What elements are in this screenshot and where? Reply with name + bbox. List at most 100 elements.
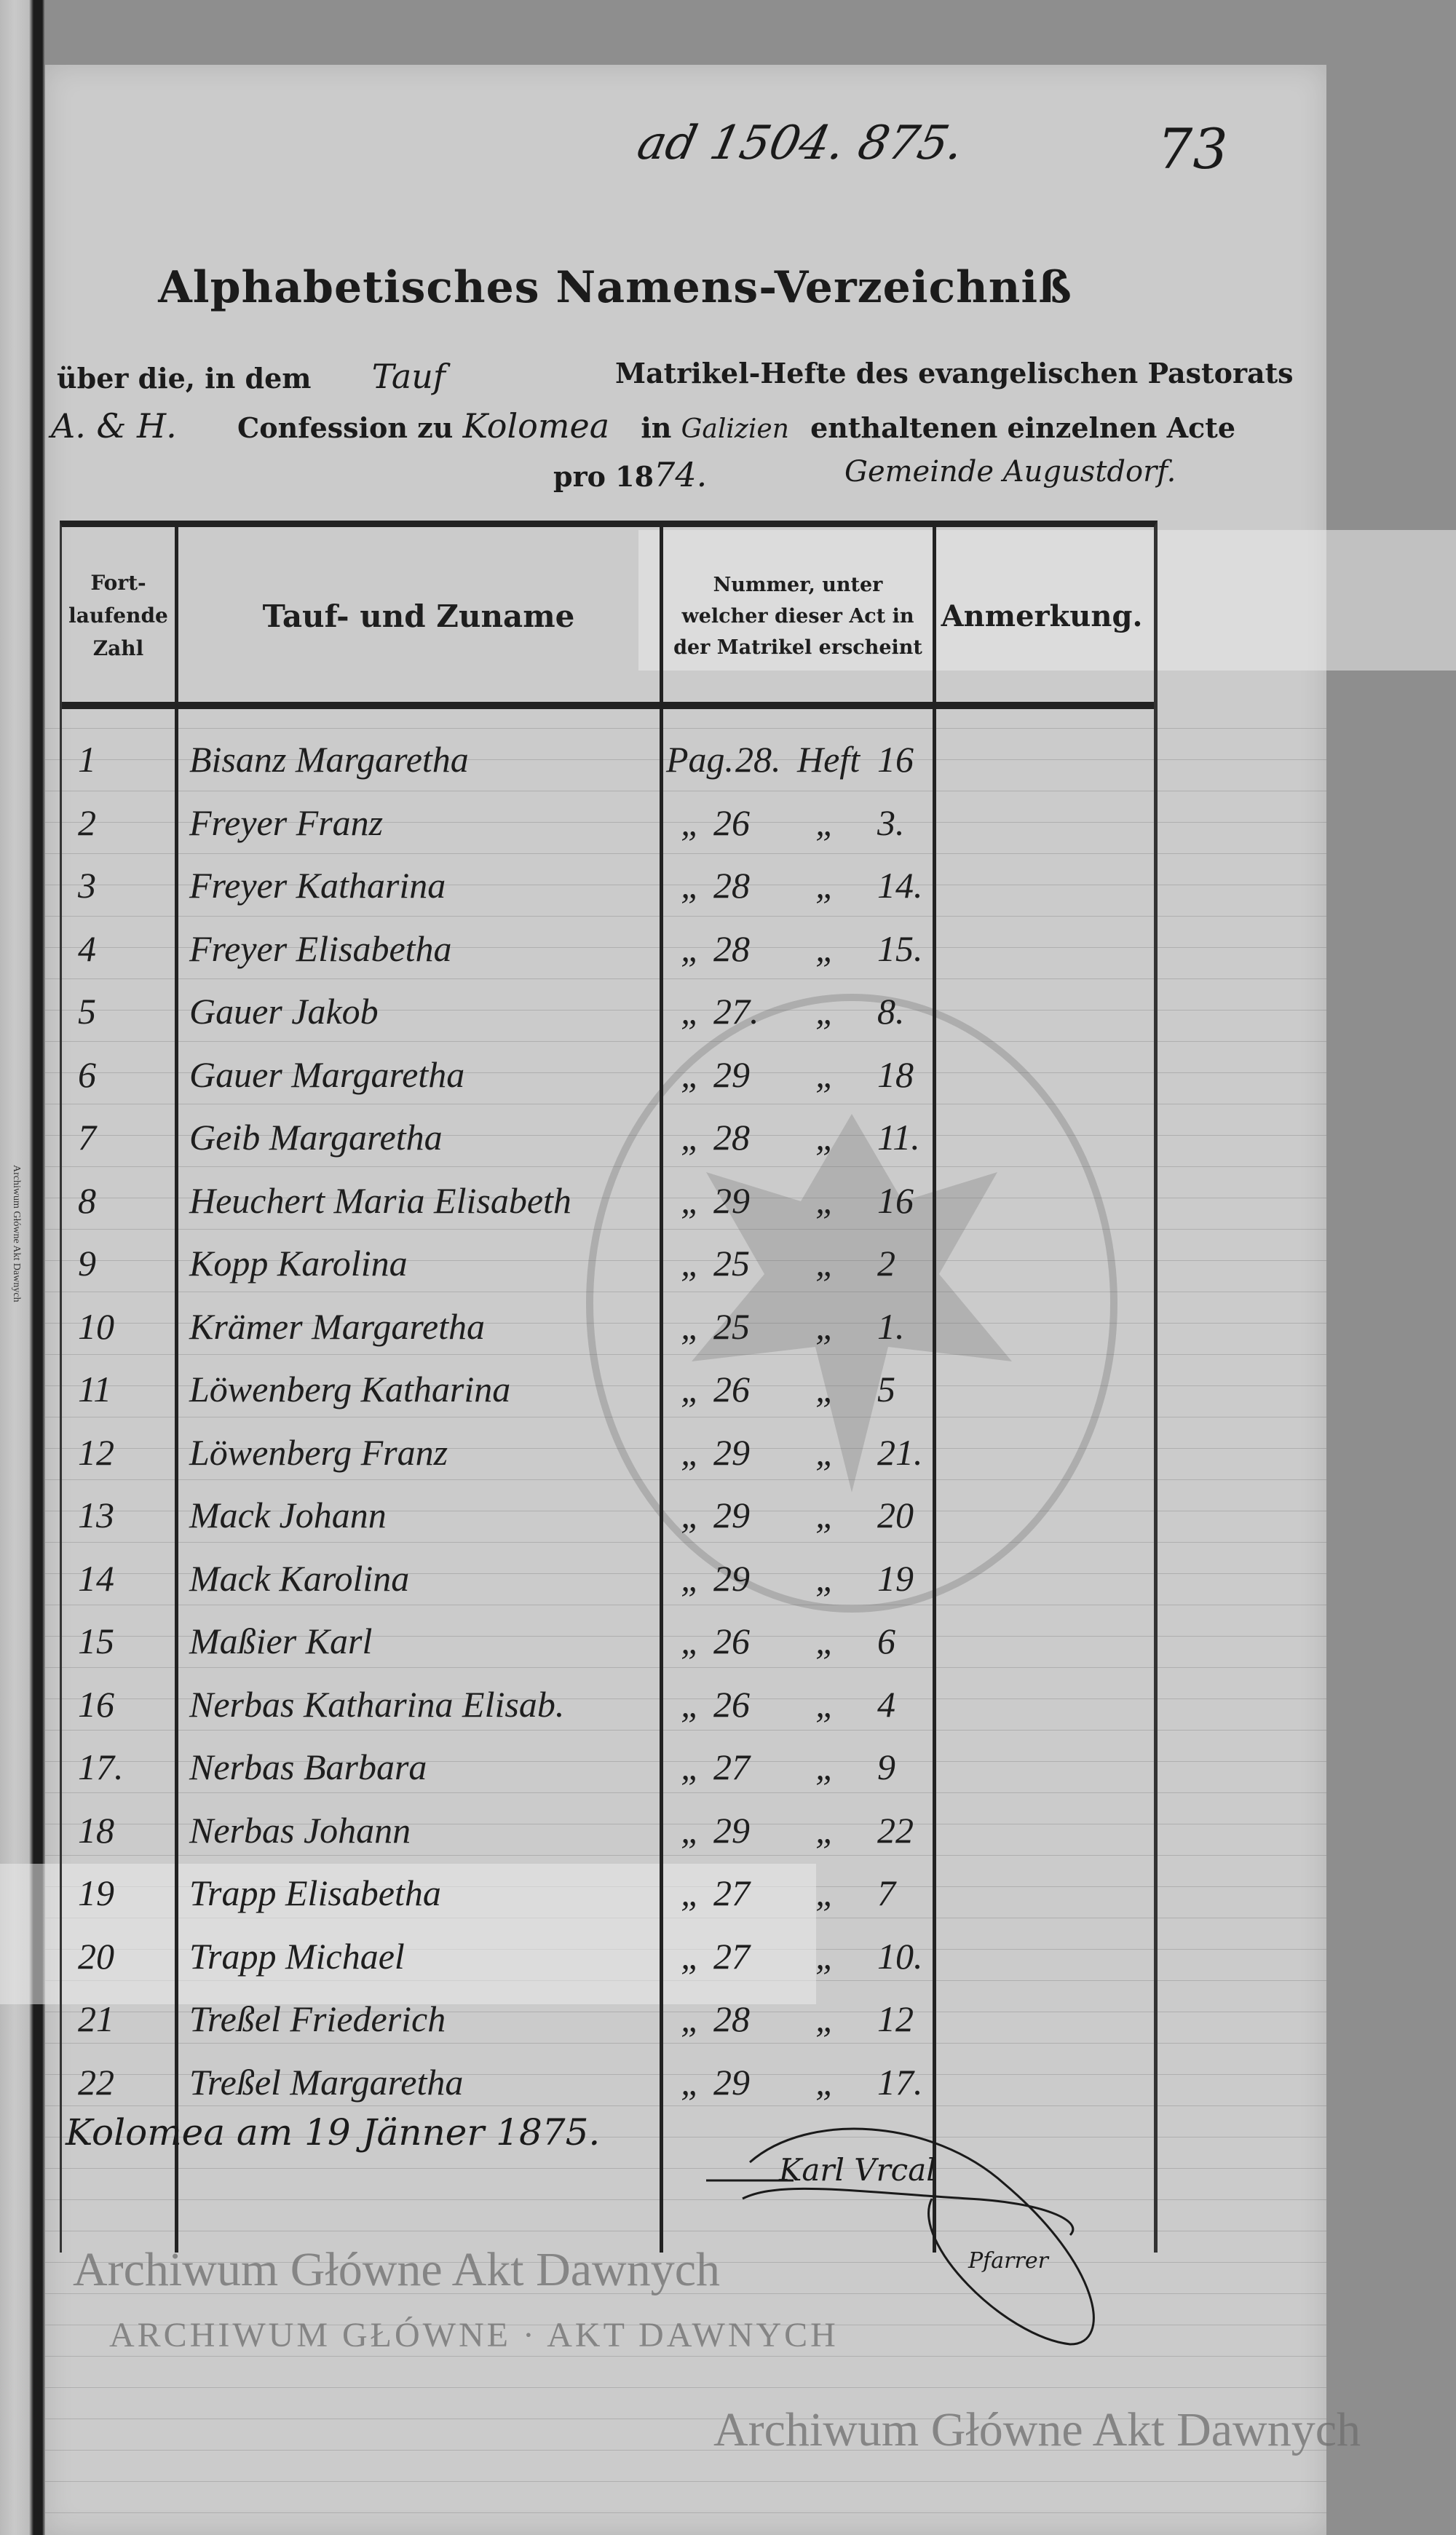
name-register-table: Fort- laufende Zahl Tauf- und Zuname Num…: [60, 521, 1158, 2253]
archive-reference: ad 1504. 875.: [633, 116, 969, 170]
ruled-line: [45, 2356, 1326, 2357]
row-number: 5: [78, 991, 96, 1032]
ditto-mark: „: [815, 991, 836, 1032]
ruled-line: [45, 1542, 1326, 1543]
ditto-mark: „: [815, 1809, 836, 1851]
ruled-line: [45, 1041, 1326, 1042]
ditto-mark: „: [681, 1431, 701, 1473]
ruled-line: [45, 728, 1326, 729]
ditto-mark: „: [681, 1809, 701, 1851]
row-name: Geib Margaretha: [189, 1117, 443, 1158]
column-divider: [175, 527, 178, 2253]
row-name: Nerbas Barbara: [189, 1747, 427, 1787]
ditto-mark: „: [681, 1369, 701, 1409]
watermark-band-top: [638, 530, 1456, 671]
ruled-line: [45, 1573, 1326, 1574]
row-entry: 20: [877, 1495, 914, 1535]
ditto-mark: „: [681, 1179, 701, 1221]
ditto-mark: „: [815, 1998, 836, 2039]
row-entry: 10.: [877, 1935, 923, 1977]
row-page: 29: [713, 1495, 750, 1535]
intro-text: über die, in dem: [57, 362, 312, 395]
handwritten-confession: A. & H.: [51, 406, 177, 446]
row-page: 29: [713, 2061, 750, 2103]
row-page: 28.: [735, 739, 781, 780]
ruled-line: [45, 853, 1326, 854]
row-name: Freyer Franz: [189, 802, 384, 843]
row-entry: 4: [877, 1683, 895, 1725]
row-page: 29: [713, 1557, 750, 1599]
ruled-line: [45, 2105, 1326, 2106]
row-number: 3: [78, 865, 96, 906]
row-name: Löwenberg Katharina: [189, 1369, 511, 1409]
ruled-line: [45, 947, 1326, 948]
ruled-line: [45, 2168, 1326, 2169]
row-number: 15: [78, 1621, 114, 1661]
svg-text:Karl Vrcal: Karl Vrcal: [778, 2152, 936, 2188]
ditto-mark: „: [681, 928, 701, 969]
ditto-mark: „: [681, 1747, 701, 1787]
intro-line-2: A. & H. Confession zu Kolomea in Galizie…: [51, 406, 1235, 446]
ditto-mark: „: [681, 802, 701, 843]
row-name: Gauer Margaretha: [189, 1053, 465, 1095]
seal-text: ARCHIWUM GŁÓWNE · AKT DAWNYCH: [109, 2316, 839, 2354]
ruled-line: [45, 1260, 1326, 1261]
row-page: 26: [713, 1369, 750, 1409]
folio-number: 73: [1158, 116, 1228, 181]
ruled-line: [45, 1855, 1326, 1856]
ditto-mark: „: [815, 1305, 836, 1347]
row-entry: 2: [877, 1243, 895, 1284]
ditto-mark: „: [815, 928, 836, 969]
row-entry: 7: [877, 1872, 895, 1913]
row-name: Treßel Margaretha: [189, 2061, 464, 2103]
watermark-text-small: Archiwum Główne Akt Dawnych: [11, 1165, 22, 1302]
row-entry: 16: [877, 1179, 914, 1221]
ditto-mark: „: [681, 1621, 701, 1661]
table-row: 15 Maßier Karl „ „ 26 6: [62, 1605, 1154, 1668]
table-row: 16 Nerbas Katharina Elisab. „ „ 26 4: [62, 1669, 1154, 1731]
table-row: 17. Nerbas Barbara „ „ 27 9: [62, 1731, 1154, 1794]
ruled-line: [45, 1792, 1326, 1793]
ditto-mark: „: [815, 802, 836, 843]
svg-text:Pfarrer: Pfarrer: [968, 2248, 1050, 2274]
row-name: Gauer Jakob: [189, 991, 379, 1032]
row-name: Kopp Karolina: [189, 1243, 408, 1284]
ditto-mark: „: [815, 1683, 836, 1725]
table-row: 20 Trapp Michael „ „ 27 10.: [62, 1921, 1154, 1983]
row-number: 18: [78, 1809, 114, 1851]
ruled-line: [45, 916, 1326, 917]
table-row: 3 Freyer Katharina „ „ 28 14.: [62, 850, 1154, 912]
handwritten-parish-note: Gemeinde Augustdorf.: [844, 455, 1176, 489]
ditto-mark: „: [815, 1431, 836, 1473]
table-row: 5 Gauer Jakob „ „ 27. 8.: [62, 976, 1154, 1038]
handwritten-region: Galizien: [681, 414, 789, 444]
ruled-line: [45, 1761, 1326, 1762]
row-entry: 11.: [877, 1117, 920, 1158]
row-number: 13: [78, 1495, 114, 1535]
place-and-date: Kolomea am 19 Jänner 1875.: [66, 2111, 601, 2154]
ditto-mark: „: [681, 865, 701, 906]
handwritten-year: 74.: [654, 455, 708, 494]
eagle-icon: [692, 1114, 1012, 1492]
table-row: 18 Nerbas Johann „ „ 29 22: [62, 1795, 1154, 1857]
row-number: 17.: [78, 1747, 124, 1787]
row-name: Maßier Karl: [189, 1621, 373, 1661]
ruled-line: [45, 1010, 1326, 1011]
ditto-mark: „: [681, 1557, 701, 1599]
row-page: 29: [713, 1809, 750, 1851]
header-remark: Anmerkung.: [941, 598, 1143, 633]
row-page: 28: [713, 865, 750, 906]
ditto-mark: „: [815, 1053, 836, 1095]
row-page: 29: [713, 1431, 750, 1473]
page-label: Pag.: [666, 739, 735, 780]
ruled-line: [45, 1072, 1326, 1073]
ruled-line: [45, 1385, 1326, 1386]
archive-seal-watermark: [586, 994, 1117, 1613]
handwritten-place: Kolomea: [462, 406, 610, 446]
table-row: 9 Kopp Karolina „ „ 25 2: [62, 1227, 1154, 1290]
ruled-line: [45, 2481, 1326, 2482]
intro-text: in: [641, 411, 672, 444]
row-number: 20: [78, 1935, 114, 1977]
column-divider: [933, 527, 936, 2253]
table-row: 10 Krämer Margaretha „ „ 25 1.: [62, 1291, 1154, 1353]
